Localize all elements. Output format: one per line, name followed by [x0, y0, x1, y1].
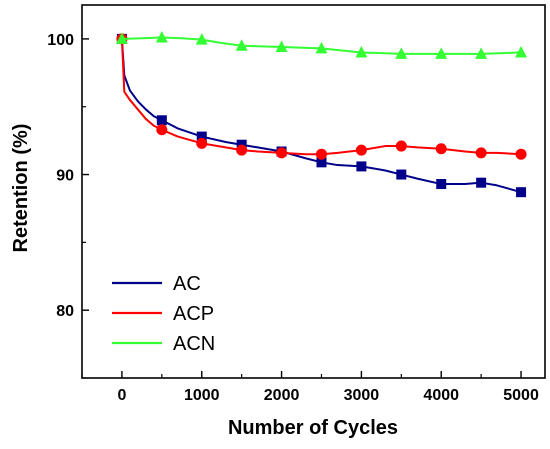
series-ac-point — [356, 161, 367, 172]
x-tick-label: 1000 — [184, 387, 220, 404]
legend: AC ACP ACN — [112, 273, 215, 355]
series-ac-line — [120, 38, 522, 194]
series-ac-point — [396, 169, 407, 180]
series-acp-point — [276, 147, 288, 159]
y-tick-label: 100 — [47, 32, 74, 49]
series-acn-point — [115, 32, 128, 44]
series-ac-point — [316, 157, 327, 168]
series-acp-line — [120, 38, 522, 156]
series-ac-point — [516, 187, 527, 198]
series-ac-point — [156, 115, 167, 126]
x-tick-label: 3000 — [344, 387, 380, 404]
legend-label-acn: ACN — [173, 333, 215, 355]
series-acn-point — [315, 41, 328, 54]
series-layer — [115, 31, 528, 198]
y-tick-label: 90 — [56, 168, 74, 185]
series-acn-point — [395, 47, 408, 59]
x-tick-label: 5000 — [503, 387, 539, 404]
series-acp-point — [315, 148, 327, 160]
x-tick-label: 2000 — [264, 387, 300, 404]
x-tick-label: 0 — [117, 387, 126, 404]
series-acn-point — [155, 31, 168, 43]
series-acp-point — [435, 143, 447, 155]
series-ac-point — [476, 177, 487, 188]
legend-label-ac: AC — [173, 273, 201, 295]
series-acn-point — [235, 39, 248, 51]
series-ac-point — [196, 131, 207, 142]
series-acn-point — [355, 45, 368, 58]
series-acp-point — [196, 137, 208, 149]
legend-label-acp: ACP — [173, 303, 214, 325]
series-acn-point — [195, 33, 208, 45]
plot-frame — [81, 4, 546, 379]
series-acp-point — [475, 147, 487, 159]
series-acp-point — [156, 124, 168, 136]
series-acn-point — [515, 45, 528, 58]
series-acp-point — [515, 148, 527, 160]
series-ac-point — [436, 179, 447, 190]
series-acn-point — [275, 40, 288, 53]
y-axis-label: Retention (%) — [10, 124, 32, 253]
series-ac — [116, 33, 527, 198]
series-acp-point — [236, 144, 248, 156]
axes-layer: 0 1000 2000 3000 4000 5000 80 90 100 — [47, 4, 546, 404]
series-acp-point — [355, 144, 367, 156]
x-axis-label: Number of Cycles — [228, 417, 398, 439]
series-acn-point — [435, 47, 448, 59]
series-acn-point — [475, 47, 488, 59]
series-acn — [115, 31, 528, 59]
series-acp-point — [395, 140, 407, 152]
x-tick-label: 4000 — [423, 387, 459, 404]
y-tick-label: 80 — [56, 303, 74, 320]
